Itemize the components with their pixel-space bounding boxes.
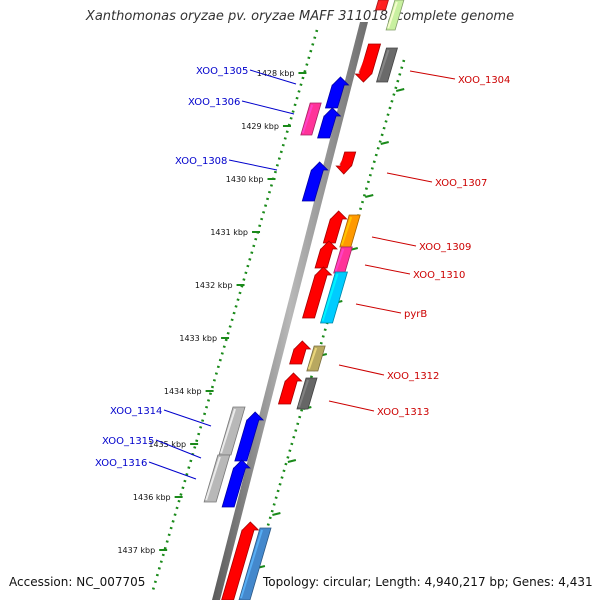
gene-label-XOO_1310: XOO_1310 — [413, 270, 465, 281]
gene-XOO_1306-blue — [317, 107, 342, 139]
gene-label-leader — [338, 364, 385, 376]
gene-label-leader — [249, 69, 297, 85]
gene-label-XOO_1315: XOO_1315 — [102, 436, 154, 447]
gene-XOO_1304-red — [354, 43, 382, 83]
kbp-label: 1437 kbp — [117, 546, 155, 555]
right-tick-mark — [380, 141, 389, 145]
gene-label-XOO_1313: XOO_1313 — [377, 407, 429, 418]
kbp-label: 1429 kbp — [241, 122, 279, 131]
gene-XOO_1307 — [335, 151, 357, 175]
gene-label-pyrB: pyrB — [404, 309, 427, 320]
gene-XOO_1305 — [324, 76, 350, 109]
gene-label-XOO_1316: XOO_1316 — [95, 458, 147, 469]
gene-XOO_1314-grey — [218, 406, 246, 456]
gene-label-XOO_1307: XOO_1307 — [435, 178, 487, 189]
right-tick-mark — [287, 459, 297, 463]
right-tick-mark — [365, 194, 374, 198]
kbp-label: 1433 kbp — [179, 334, 217, 343]
gene-label-leader — [386, 172, 433, 183]
gene-label-XOO_1314: XOO_1314 — [110, 406, 162, 417]
gene-XOO_1310-pink — [333, 246, 353, 274]
accession-label: Accession: NC_007705 — [9, 575, 146, 589]
gene-label-XOO_1308: XOO_1308 — [175, 156, 227, 167]
genome-summary: Topology: circular; Length: 4,940,217 bp… — [263, 575, 593, 589]
gene-XOO_1313-grey — [296, 377, 318, 410]
gene-label-leader — [228, 159, 278, 171]
kbp-label: 1428 kbp — [257, 69, 295, 78]
gene-XOO_1304-grey — [376, 47, 398, 83]
gene-XOO_1312-red — [289, 340, 312, 365]
gene-XOO_1312-khaki — [306, 345, 326, 372]
kbp-label: 1432 kbp — [195, 281, 233, 290]
gene-label-leader — [148, 461, 197, 480]
right-ruler-line — [246, 59, 406, 595]
gene-label-XOO_1304: XOO_1304 — [458, 75, 510, 86]
gene-label-leader — [328, 400, 375, 412]
right-tick-mark — [395, 88, 405, 92]
gene-pyrB-cyan — [320, 271, 348, 324]
gene-bottom-blue — [238, 527, 272, 600]
gene-XOO_1316-blue — [221, 459, 251, 508]
kbp-label: 1430 kbp — [226, 175, 264, 184]
gene-label-XOO_1305: XOO_1305 — [196, 66, 248, 77]
gene-label-XOO_1312: XOO_1312 — [387, 371, 439, 382]
kbp-label: 1431 kbp — [210, 228, 248, 237]
gene-label-leader — [241, 100, 295, 115]
gene-label-leader — [364, 264, 411, 275]
gene-XOO_1306-pink — [300, 102, 322, 136]
gene-pyrB-red — [302, 266, 333, 319]
gene-XOO_1309-orange — [339, 214, 361, 248]
genome-axis — [212, 22, 368, 600]
gene-label-leader — [163, 409, 212, 427]
gene-label-leader — [355, 303, 402, 314]
gene-XOO_1308 — [301, 161, 329, 202]
gene-bottom-red — [221, 521, 260, 600]
kbp-label: 1434 kbp — [164, 387, 202, 396]
gene-label-leader — [371, 236, 417, 247]
gene-XOO_1316-grey — [203, 454, 231, 503]
gene-XOO_1313-red — [277, 372, 303, 405]
gene-top-red — [375, 0, 389, 11]
kbp-label: 1436 kbp — [133, 493, 171, 502]
gene-top-green — [385, 0, 405, 31]
gene-label-XOO_1309: XOO_1309 — [419, 242, 471, 253]
gene-label-leader — [409, 70, 456, 80]
gene-XOO_1310-red — [314, 240, 338, 269]
gene-label-XOO_1306: XOO_1306 — [188, 97, 240, 108]
right-tick-mark — [272, 512, 281, 516]
genome-title: Xanthomonas oryzae pv. oryzae MAFF 31101… — [85, 9, 515, 24]
gene-label-leader — [155, 439, 202, 459]
